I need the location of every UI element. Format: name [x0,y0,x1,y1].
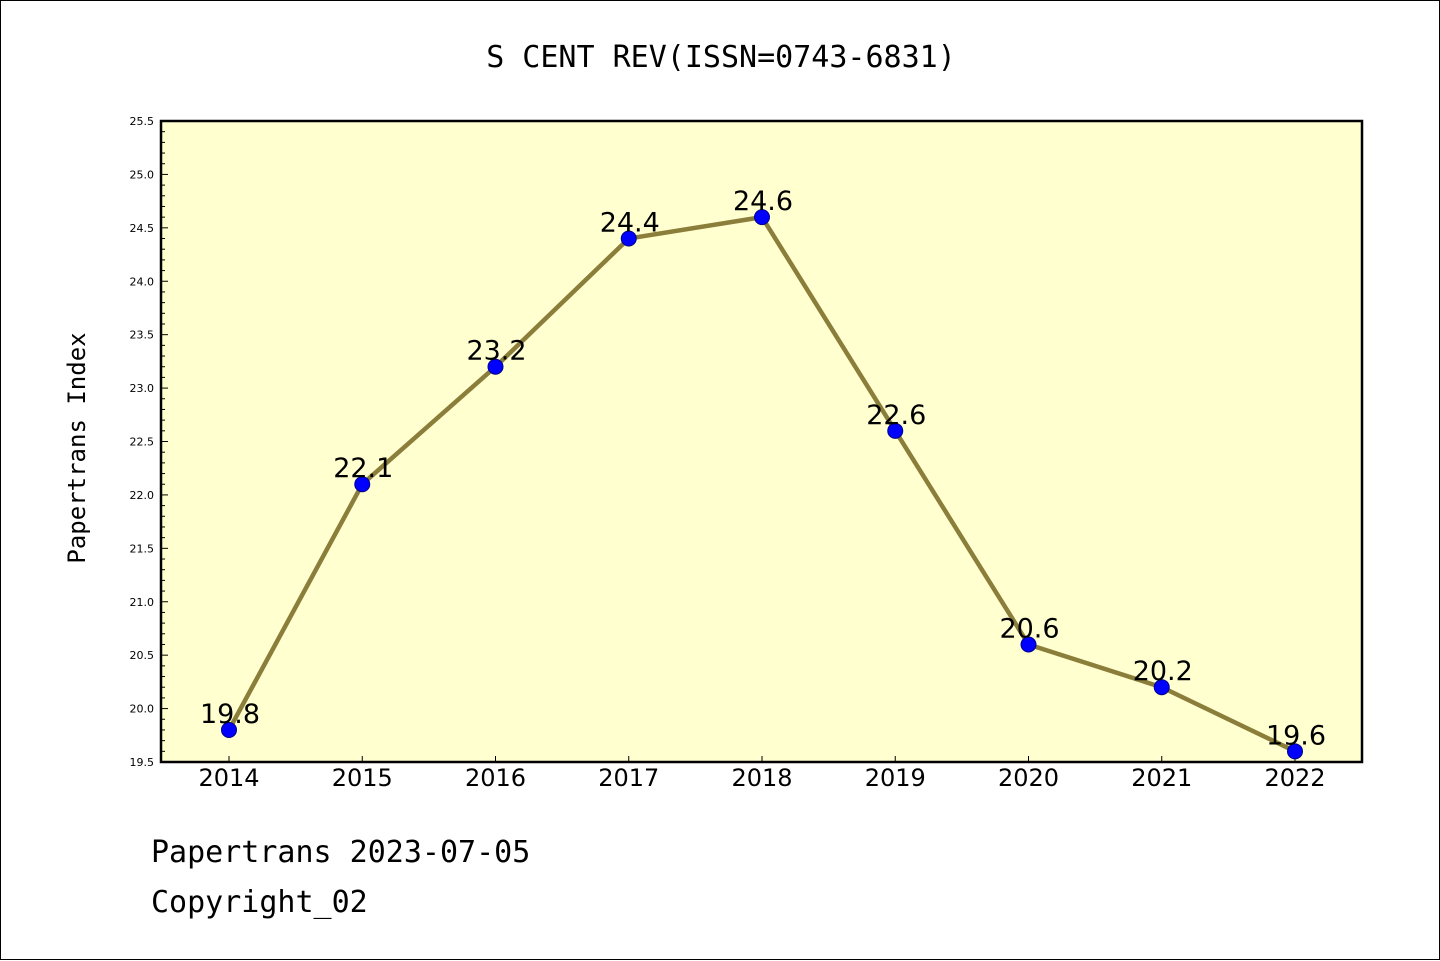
y-tick-label: 23.0 [130,382,155,395]
x-tick-label: 2016 [465,764,526,792]
data-label: 24.6 [733,186,793,217]
data-point [1287,743,1303,760]
x-tick-label: 2022 [1264,764,1325,792]
data-label: 22.1 [333,453,393,484]
y-tick-label: 24.5 [130,222,155,235]
x-axis: 2014 2015 2016 2017 2018 2019 2020 2021 2022 [198,756,1326,792]
data-point [754,209,770,226]
data-labels-group: 19.8 22.1 23.2 24.4 24.6 22.6 20.6 20.2 19.6 [200,186,1326,751]
y-axis: 19.5 20.0 20.5 21.0 21.5 22.0 22.5 23.0 23.5 24.0… [130,115,168,769]
y-tick-label: 24.0 [130,275,155,288]
data-point [1153,679,1170,696]
footer-date: Papertrans 2023-07-05 [151,835,531,870]
x-tick-label: 2014 [198,764,259,792]
data-point [487,358,504,375]
data-point [221,721,237,738]
chart-title: S CENT REV(ISSN=0743-6831) [486,40,956,75]
data-label: 24.4 [600,208,660,239]
data-label: 20.2 [1133,656,1193,687]
y-tick-label: 21.0 [130,596,155,609]
data-point [354,476,371,493]
y-axis-label: Papertrans Index [63,332,91,563]
x-tick-label: 2015 [332,764,393,792]
data-label: 22.6 [866,400,926,431]
series-group [221,209,1303,760]
data-label: 19.8 [200,699,260,730]
x-tick-label: 2021 [1131,764,1192,792]
y-tick-label: 25.0 [130,168,155,181]
plot-area [161,121,1362,762]
x-tick-label: 2020 [998,764,1059,792]
footer-copyright: Copyright_02 [151,885,368,920]
data-label: 20.6 [999,613,1059,644]
data-label: 23.2 [466,336,526,367]
y-tick-label: 20.0 [130,703,155,716]
y-tick-label: 22.5 [130,436,155,449]
y-tick-label: 25.5 [130,115,155,128]
y-tick-label: 22.0 [130,489,155,502]
y-tick-label: 23.5 [130,329,155,342]
x-tick-label: 2017 [598,764,659,792]
data-point [620,230,637,247]
y-tick-label: 21.5 [130,542,155,555]
y-tick-label: 20.5 [130,649,155,662]
data-label: 19.6 [1266,720,1326,751]
x-tick-label: 2019 [865,764,926,792]
plot-border [159,119,1364,764]
x-tick-label: 2018 [731,764,792,792]
data-point [887,422,904,439]
data-point [1020,636,1037,653]
y-tick-label: 19.5 [130,756,155,769]
